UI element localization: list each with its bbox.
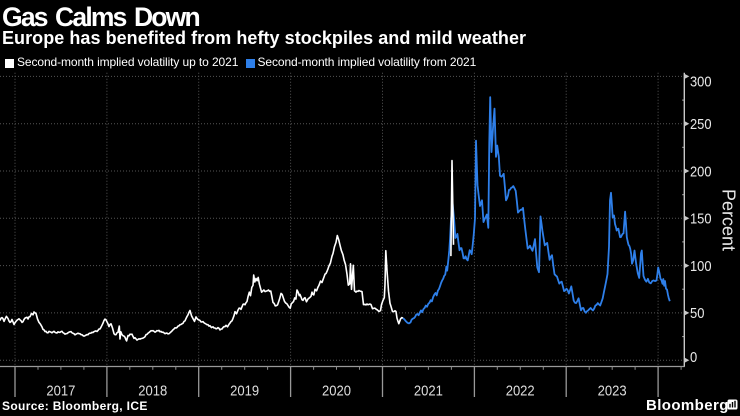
svg-text:2019: 2019 — [230, 383, 259, 400]
svg-text:100: 100 — [690, 258, 712, 275]
svg-text:50: 50 — [690, 305, 704, 322]
svg-text:150: 150 — [690, 211, 712, 228]
svg-text:Percent: Percent — [719, 189, 739, 251]
svg-text:2018: 2018 — [138, 383, 167, 400]
svg-text:2020: 2020 — [322, 383, 351, 400]
svg-text:200: 200 — [690, 163, 712, 180]
svg-text:0: 0 — [690, 349, 697, 366]
svg-text:2021: 2021 — [414, 383, 443, 400]
svg-text:300: 300 — [690, 74, 712, 91]
svg-text:2017: 2017 — [46, 383, 75, 400]
svg-text:2022: 2022 — [506, 383, 535, 400]
svg-text:2023: 2023 — [598, 383, 627, 400]
svg-text:250: 250 — [690, 116, 712, 133]
